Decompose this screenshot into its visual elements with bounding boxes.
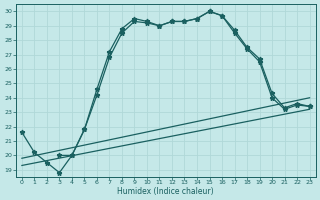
- X-axis label: Humidex (Indice chaleur): Humidex (Indice chaleur): [117, 187, 214, 196]
